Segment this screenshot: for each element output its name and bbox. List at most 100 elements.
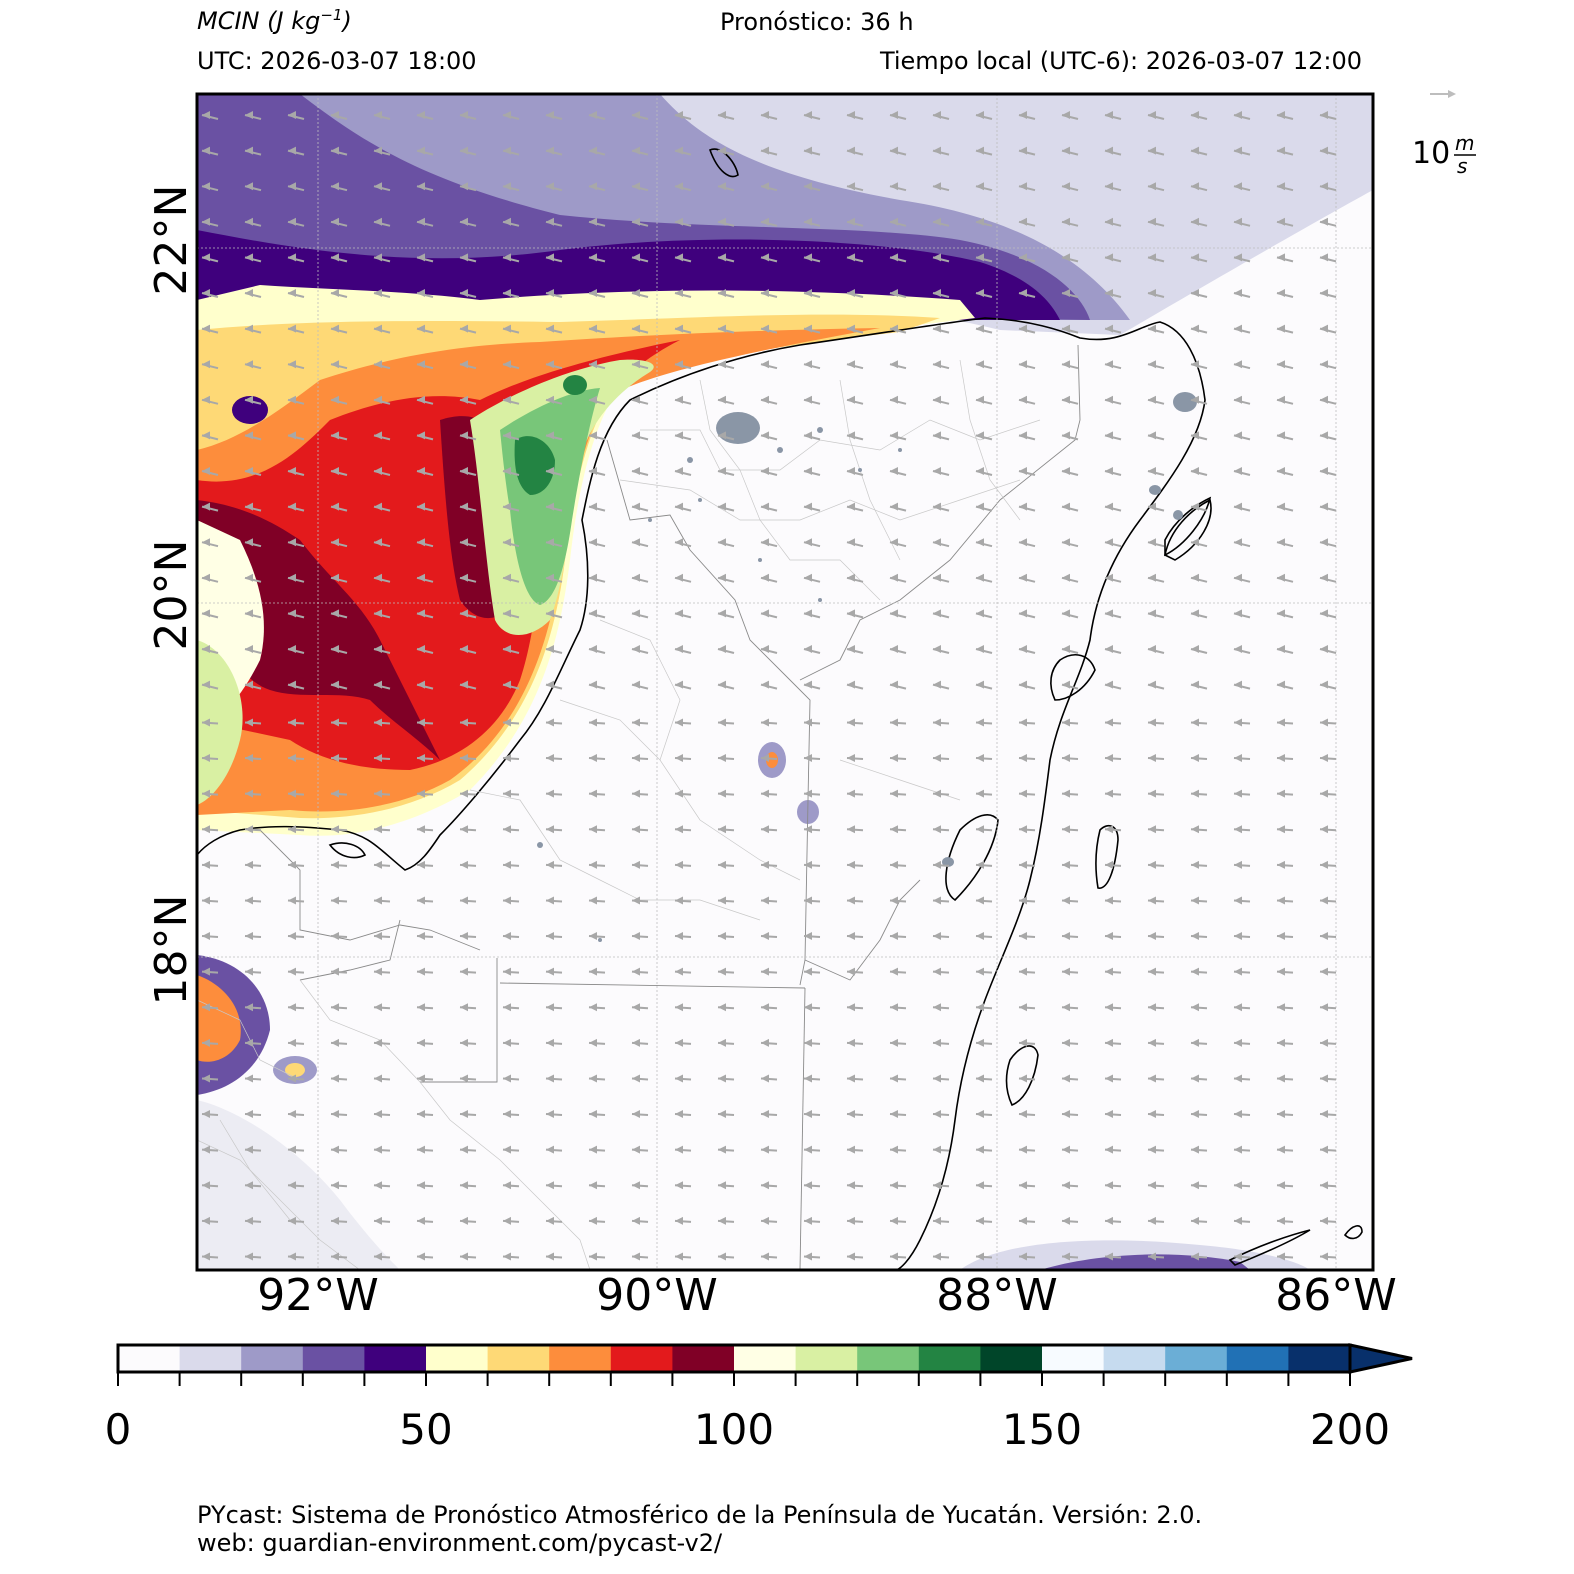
wind-arrow-head xyxy=(331,253,339,262)
wind-arrow-head xyxy=(202,1074,210,1083)
wind-arrow-head xyxy=(675,789,683,798)
wind-arrow-head xyxy=(933,1252,941,1261)
colorbar-swatch xyxy=(1165,1345,1228,1372)
wind-arrow-head xyxy=(288,645,296,653)
wind-arrow-head xyxy=(331,645,339,653)
wind-arrow-head xyxy=(1191,680,1199,689)
wind-arrow-head xyxy=(589,754,597,763)
wind-arrow-head xyxy=(1148,754,1156,763)
wind-arrow-head xyxy=(1320,680,1328,689)
wind-arrow-head xyxy=(245,146,253,155)
wind-arrow-head xyxy=(503,324,511,333)
wind-arrow-head xyxy=(1148,467,1156,475)
wind-arrow-head xyxy=(245,289,253,297)
wind-arrow-head xyxy=(1148,967,1156,976)
wind-arrow-head xyxy=(1320,289,1328,297)
wind-arrow-head xyxy=(1277,860,1285,869)
wind-arrow-head xyxy=(417,360,425,369)
wind-arrow-head xyxy=(1062,718,1070,727)
wind-arrow-head xyxy=(417,609,425,618)
wind-arrow-head xyxy=(632,1252,640,1261)
wind-arrow-head xyxy=(503,967,511,976)
wind-arrow-head xyxy=(460,1181,468,1190)
wind-arrow-head xyxy=(1148,146,1156,155)
wind-arrow-head xyxy=(675,932,683,941)
wind-arrow-head xyxy=(1191,502,1199,511)
wind-arrow-head xyxy=(1234,754,1242,763)
wind-arrow-head xyxy=(675,680,683,689)
wind-arrow-head xyxy=(761,146,769,155)
wind-arrow-head xyxy=(202,395,210,404)
wind-arrow-head xyxy=(632,146,640,155)
wind-arrow-head xyxy=(804,680,812,689)
wind-arrow-head xyxy=(546,111,554,119)
wind-vectors xyxy=(201,111,1337,1261)
wind-arrow-head xyxy=(546,754,554,763)
colorbar-swatch xyxy=(980,1345,1043,1372)
wind-arrow-head xyxy=(1191,645,1199,653)
wind-arrow-head xyxy=(847,360,855,369)
wind-arrow-head xyxy=(976,324,984,333)
map-frame xyxy=(195,92,1375,1272)
wind-arrow-head xyxy=(847,860,855,869)
wind-arrow-head xyxy=(417,1003,425,1012)
wind-arrow-head xyxy=(1191,360,1199,369)
wind-arrow-head xyxy=(761,1145,769,1154)
wind-arrow-head xyxy=(718,1003,726,1012)
wind-arrow-head xyxy=(245,789,253,798)
wind-arrow-head xyxy=(933,360,941,369)
wind-arrow-head xyxy=(1148,431,1156,440)
wind-arrow-head xyxy=(1148,932,1156,941)
wind-arrow-head xyxy=(1062,896,1070,905)
wind-arrow-head xyxy=(1320,825,1328,834)
wind-arrow-head xyxy=(1148,1216,1156,1225)
wind-arrow-head xyxy=(761,967,769,976)
wind-arrow-head xyxy=(503,395,511,404)
wind-arrow-head xyxy=(460,967,468,976)
wind-arrow-head xyxy=(976,1110,984,1119)
wind-arrow-head xyxy=(460,680,468,689)
wind-arrow-head xyxy=(718,1038,726,1047)
wind-arrow-head xyxy=(245,217,253,226)
wind-arrow-head xyxy=(417,645,425,653)
wind-arrow-head xyxy=(245,431,253,440)
wind-arrow-head xyxy=(675,718,683,727)
wind-arrow-head xyxy=(460,645,468,653)
wind-arrow-head xyxy=(1105,860,1113,869)
wind-arrow-head xyxy=(1105,111,1113,119)
wind-arrow-head xyxy=(589,182,597,191)
wind-arrow-head xyxy=(331,1074,339,1083)
wind-arrow-head xyxy=(546,789,554,798)
colorbar xyxy=(116,1343,1413,1386)
wind-arrow-head xyxy=(933,573,941,582)
wind-arrow-head xyxy=(1148,609,1156,618)
wind-arrow-head xyxy=(288,467,296,475)
lon-label-90w: 90°W xyxy=(596,1270,718,1321)
isla-mujeres xyxy=(1164,496,1212,557)
wind-arrow-head xyxy=(288,1003,296,1012)
wind-arrow-head xyxy=(1277,789,1285,798)
wind-arrow-head xyxy=(589,896,597,905)
wind-arrow-head xyxy=(632,253,640,262)
wind-arrow-head xyxy=(331,860,339,869)
wind-arrow-head xyxy=(1105,896,1113,905)
wind-arrow-head xyxy=(202,1003,210,1012)
wind-arrow-head xyxy=(417,680,425,689)
wind-arrow-head xyxy=(503,360,511,369)
wind-arrow-head xyxy=(761,324,769,333)
wind-arrow-head xyxy=(1019,609,1027,618)
wind-arrow-head xyxy=(202,217,210,226)
wind-arrow-head xyxy=(976,1216,984,1225)
wind-arrow-head xyxy=(331,967,339,976)
wind-arrow-head xyxy=(632,789,640,798)
wind-arrow-head xyxy=(1105,573,1113,582)
lat-label-22n: 22°N xyxy=(146,185,197,296)
wind-arrow-head xyxy=(890,360,898,369)
wind-arrow-head xyxy=(890,502,898,511)
wind-arrow-head xyxy=(675,1110,683,1119)
wind-arrow-head xyxy=(718,324,726,333)
wind-arrow-head xyxy=(460,789,468,798)
wind-arrow-head xyxy=(675,324,683,333)
wind-arrow-head xyxy=(1277,360,1285,369)
wind-arrow-head xyxy=(1191,1145,1199,1154)
